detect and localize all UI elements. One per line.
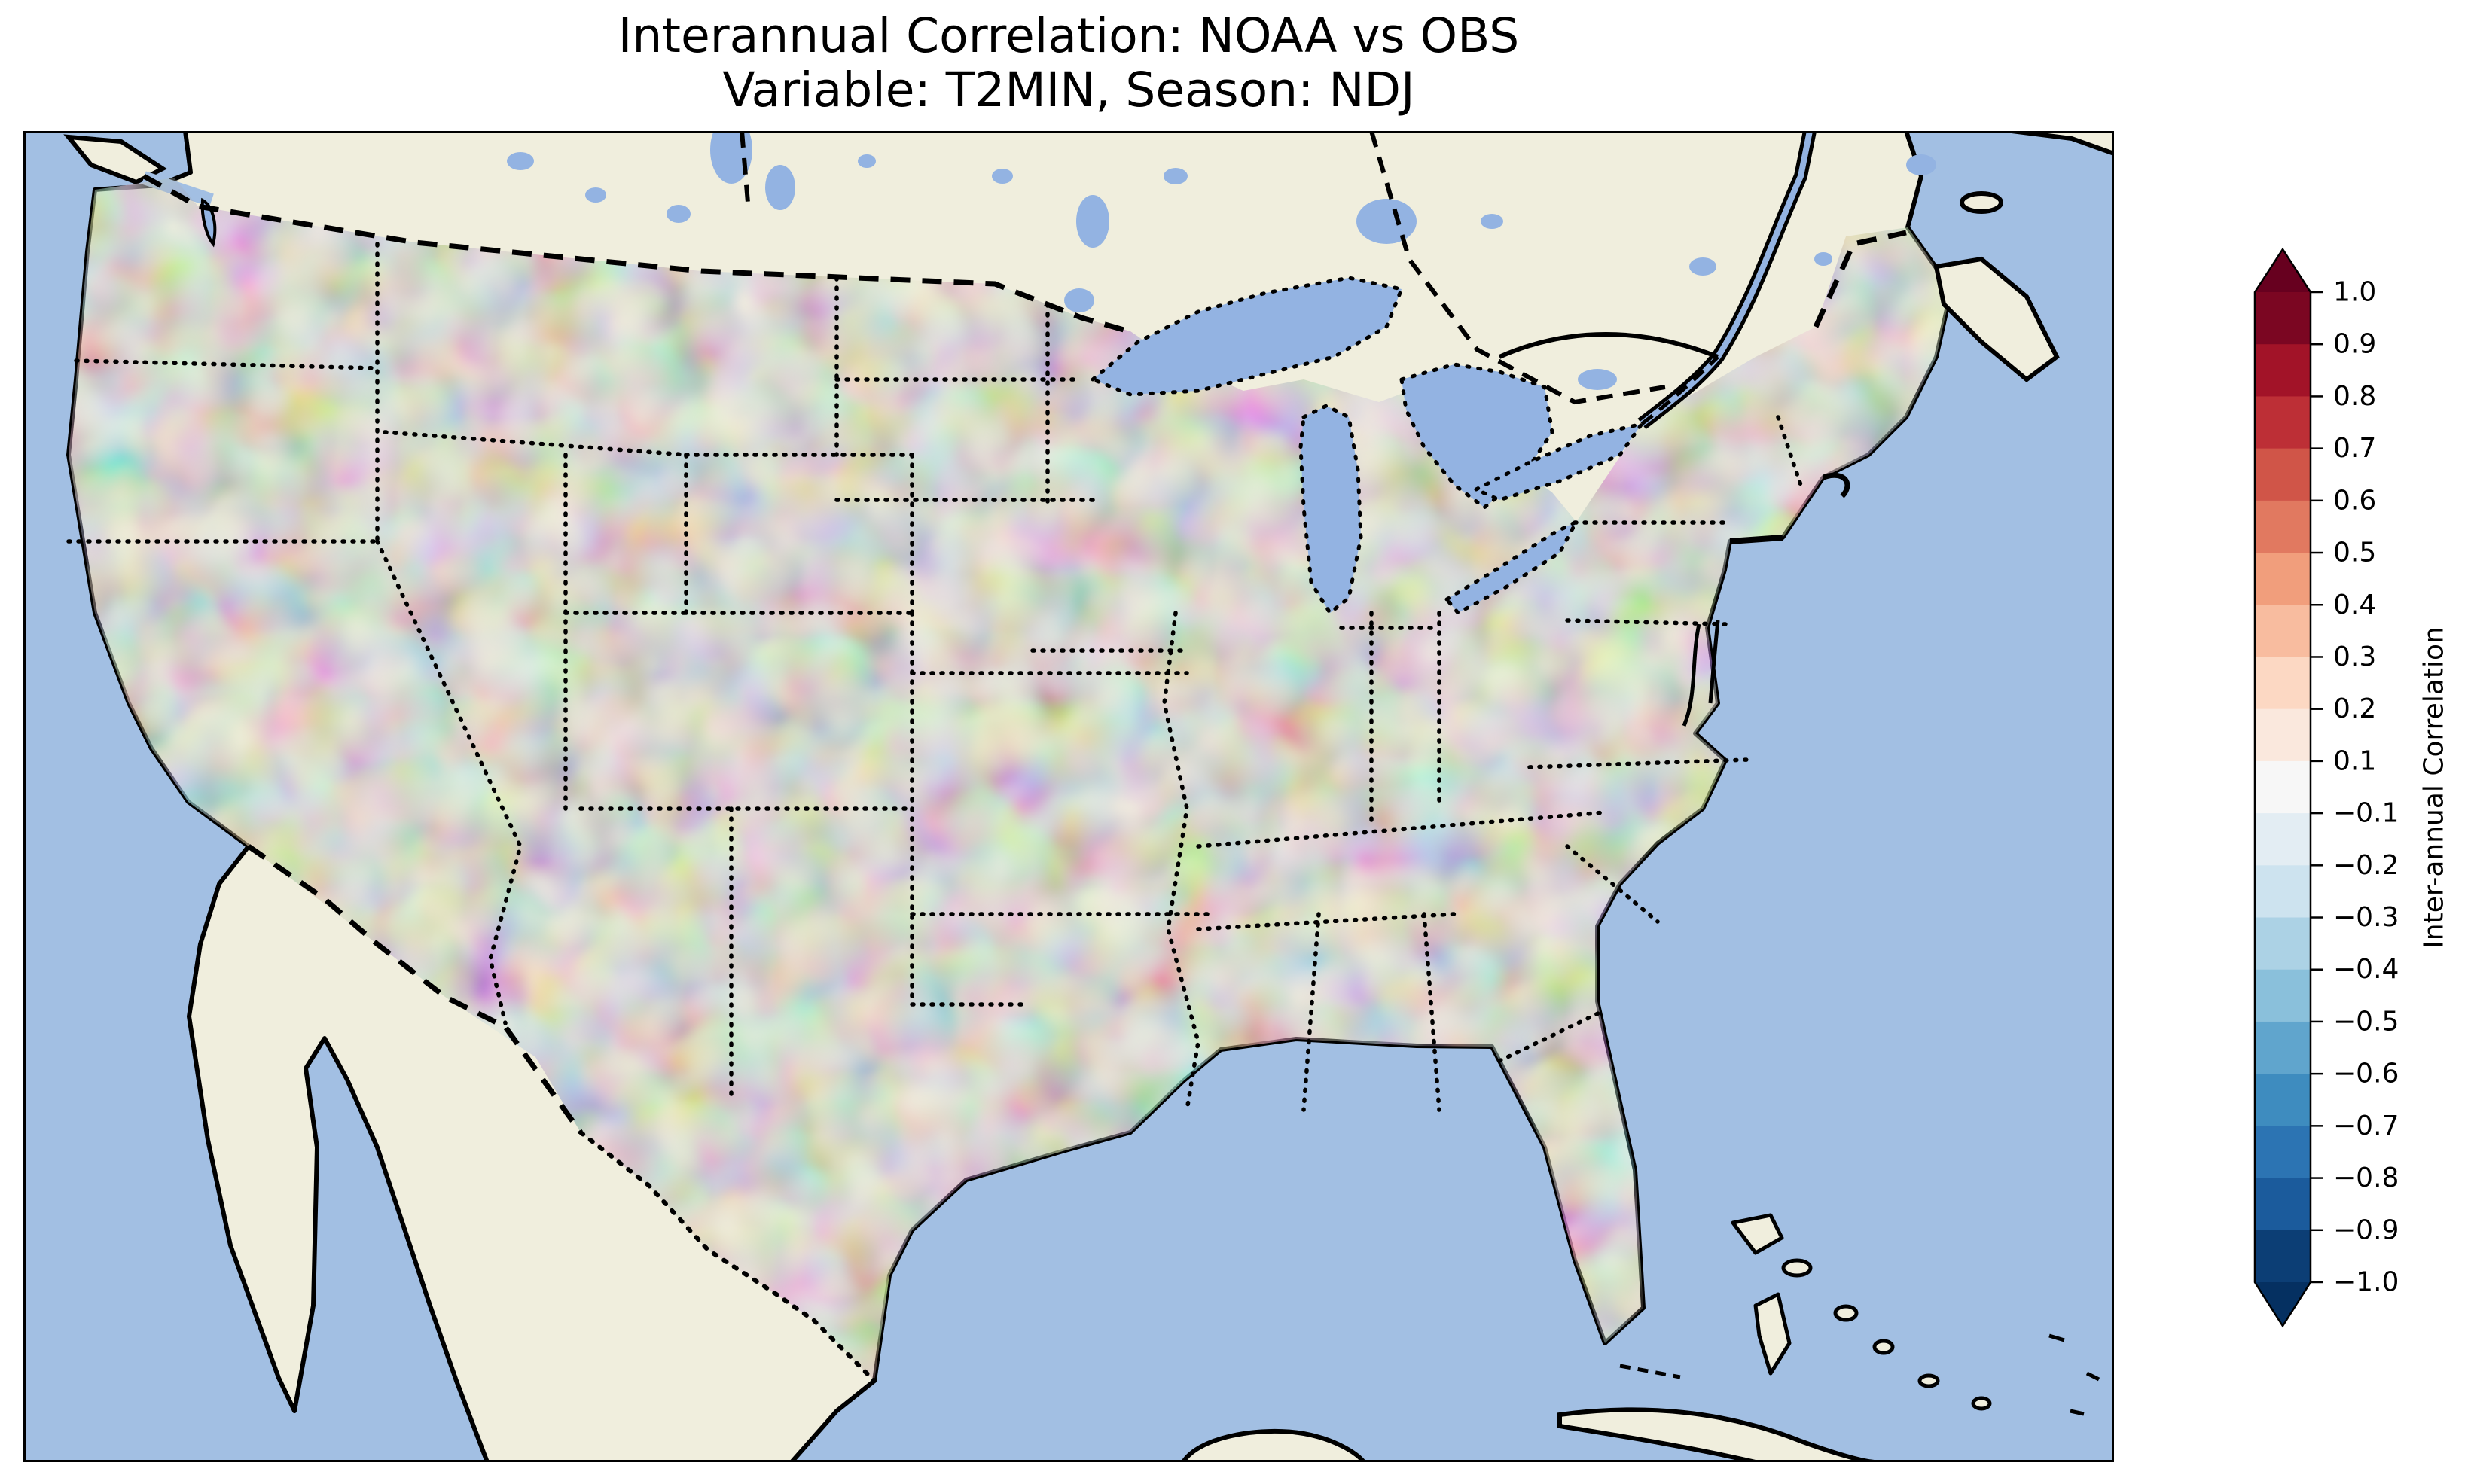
colorbar-extend-over bbox=[2255, 249, 2311, 292]
colorbar-band bbox=[2255, 970, 2311, 1022]
colorbar-band bbox=[2255, 553, 2311, 605]
colorbar-tick-label: −0.3 bbox=[2333, 902, 2399, 933]
colorbar-band bbox=[2255, 657, 2311, 709]
colorbar-tick-label: 0.8 bbox=[2333, 381, 2376, 412]
colorbar-tick-label: 0.9 bbox=[2333, 329, 2376, 360]
contour-blob bbox=[965, 771, 1266, 997]
colorbar-band bbox=[2255, 1178, 2311, 1231]
colorbar-band bbox=[2255, 292, 2311, 345]
colorbar-tick-label: 0.5 bbox=[2333, 538, 2376, 568]
colorbar-band bbox=[2255, 449, 2311, 501]
contour-blob bbox=[321, 504, 426, 594]
colorbar-extend-under bbox=[2255, 1282, 2311, 1326]
title-block: Interannual Correlation: NOAA vs OBS Var… bbox=[23, 9, 2114, 117]
colorbar-tick-label: 0.7 bbox=[2333, 433, 2376, 464]
colorbar-tick-label: −0.9 bbox=[2333, 1214, 2399, 1245]
colorbar-band bbox=[2255, 344, 2311, 397]
colorbar-tick-label: −0.4 bbox=[2333, 954, 2399, 985]
colorbar-tick-label: −0.6 bbox=[2333, 1059, 2399, 1089]
colorbar-band bbox=[2255, 918, 2311, 971]
colorbar-band bbox=[2255, 501, 2311, 553]
colorbar-tick-label: 1.0 bbox=[2333, 277, 2376, 308]
colorbar-tick-label: 0.6 bbox=[2333, 485, 2376, 516]
colorbar-band bbox=[2255, 1126, 2311, 1178]
us-correlation-map bbox=[23, 131, 2114, 1462]
colorbar-axis-label: Inter-annual Correlation bbox=[2419, 626, 2450, 949]
colorbar-tick-label: 0.1 bbox=[2333, 745, 2376, 776]
colorbar-band bbox=[2255, 1230, 2311, 1283]
colorbar-band bbox=[2255, 813, 2311, 866]
colorbar-tick-label: −0.5 bbox=[2333, 1006, 2399, 1037]
colorbar-band bbox=[2255, 709, 2311, 762]
colorbar-tick-label: −0.2 bbox=[2333, 850, 2399, 881]
colorbar-tick-label: 0.2 bbox=[2333, 693, 2376, 724]
contour-blob bbox=[761, 1038, 904, 1211]
colorbar-band bbox=[2255, 1022, 2311, 1074]
colorbar-tick-label: −0.1 bbox=[2333, 798, 2399, 829]
colorbar-tick-label: −1.0 bbox=[2333, 1266, 2399, 1297]
chart-subtitle: Variable: T2MIN, Season: NDJ bbox=[23, 63, 2114, 117]
colorbar-tick-label: −0.8 bbox=[2333, 1163, 2399, 1193]
colorbar-band bbox=[2255, 865, 2311, 918]
contour-blob bbox=[219, 620, 400, 786]
chart-title: Interannual Correlation: NOAA vs OBS bbox=[23, 9, 2114, 63]
lake-michigan bbox=[1301, 406, 1361, 613]
colorbar-tick-label: 0.4 bbox=[2333, 590, 2376, 620]
colorbar-tick-label: −0.7 bbox=[2333, 1111, 2399, 1141]
colorbar-band bbox=[2255, 396, 2311, 449]
colorbar-band bbox=[2255, 1074, 2311, 1126]
figure: Interannual Correlation: NOAA vs OBS Var… bbox=[0, 0, 2474, 1484]
colorbar-band bbox=[2255, 605, 2311, 657]
long-island bbox=[1730, 538, 1783, 541]
colorbar-tick-label: 0.3 bbox=[2333, 641, 2376, 672]
colorbar-band bbox=[2255, 761, 2311, 814]
